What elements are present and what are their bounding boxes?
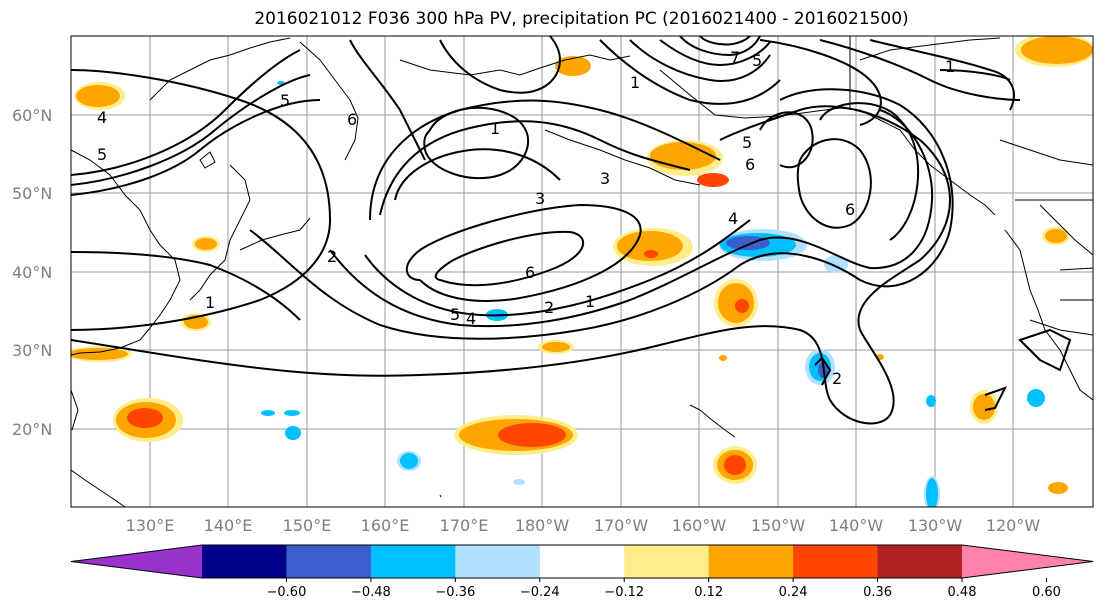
colorbar-tick-label: 0.60 bbox=[1032, 585, 1061, 600]
contour-label: 6 bbox=[525, 263, 535, 282]
contour-label: 2 bbox=[327, 247, 337, 266]
contour-label: 4 bbox=[466, 309, 476, 328]
longitude-labels: 130°E 140°E 150°E 160°E 170°E 180°W 170°… bbox=[126, 516, 1041, 535]
colorbar-segment bbox=[708, 545, 794, 578]
lon-label: 160°W bbox=[672, 516, 727, 535]
lon-label: 120°W bbox=[986, 516, 1041, 535]
contour-label: 4 bbox=[728, 209, 738, 228]
colorbar: −0.60 −0.48 −0.36 −0.24 −0.12 0.12 0.24 0.36 0.4… bbox=[70, 544, 1094, 600]
colorbar-segment bbox=[202, 545, 287, 578]
contour-label: 5 bbox=[752, 51, 762, 70]
contour-label: 4 bbox=[97, 108, 107, 127]
contour-label: 3 bbox=[535, 189, 545, 208]
contour-label: 6 bbox=[347, 110, 357, 129]
latitude-labels: 60°N 50°N 40°N 30°N 20°N bbox=[12, 106, 52, 439]
contour-label: 1 bbox=[205, 293, 215, 312]
colorbar-segment bbox=[370, 545, 456, 578]
colorbar-segment bbox=[793, 545, 879, 578]
contour-label: 2 bbox=[832, 369, 842, 388]
colorbar-tick-label: −0.36 bbox=[435, 585, 475, 600]
colorbar-tick-label: −0.60 bbox=[267, 585, 307, 600]
colorbar-segment bbox=[539, 545, 625, 578]
lon-label: 160°E bbox=[361, 516, 410, 535]
contour-label: 1 bbox=[630, 73, 640, 92]
lon-label: 170°E bbox=[440, 516, 489, 535]
lon-label: 170°W bbox=[594, 516, 649, 535]
lon-label: 130°E bbox=[126, 516, 175, 535]
contour-label: 7 bbox=[730, 48, 740, 67]
colorbar-tick-label: 0.24 bbox=[779, 585, 808, 600]
map-frame bbox=[70, 35, 1094, 508]
contour-labels: 5 4 5 1 3 3 6 5 4 2 1 2 4 6 6 7 5 1 1 6 … bbox=[97, 48, 955, 388]
contour-label: 1 bbox=[585, 292, 595, 311]
contour-label: 3 bbox=[600, 169, 610, 188]
contour-label: 5 bbox=[450, 305, 460, 324]
contour-label: 2 bbox=[544, 298, 554, 317]
colorbar-tick-label: 0.36 bbox=[863, 585, 892, 600]
colorbar-outline bbox=[70, 544, 1094, 579]
colorbar-tick-label: −0.12 bbox=[604, 585, 644, 600]
contour-label: 1 bbox=[490, 119, 500, 138]
colorbar-segment bbox=[455, 545, 541, 578]
lon-label: 140°E bbox=[204, 516, 253, 535]
lat-label: 20°N bbox=[12, 420, 52, 439]
contour-label: 1 bbox=[945, 57, 955, 76]
lat-label: 40°N bbox=[12, 263, 52, 282]
lon-label: 130°W bbox=[908, 516, 963, 535]
colorbar-segment bbox=[286, 545, 372, 578]
lat-label: 50°N bbox=[12, 184, 52, 203]
lon-label: 180°W bbox=[515, 516, 570, 535]
lon-label: 150°W bbox=[751, 516, 806, 535]
lat-label: 30°N bbox=[12, 341, 52, 360]
contour-label: 5 bbox=[742, 133, 752, 152]
pv-contours bbox=[71, 36, 1072, 425]
contour-label: 6 bbox=[845, 200, 855, 219]
colorbar-tick-label: −0.24 bbox=[520, 585, 560, 600]
coastlines bbox=[71, 36, 1093, 507]
colorbar-extend-low bbox=[71, 545, 202, 578]
precip-positive-shading bbox=[71, 36, 1093, 494]
colorbar-tick-label: 0.12 bbox=[694, 585, 723, 600]
lon-label: 140°W bbox=[829, 516, 884, 535]
contour-label: 5 bbox=[280, 91, 290, 110]
contour-label: 6 bbox=[745, 155, 755, 174]
lat-label: 60°N bbox=[12, 106, 52, 125]
colorbar-segment bbox=[624, 545, 710, 578]
contour-label: 5 bbox=[97, 145, 107, 164]
colorbar-tick-label: 0.48 bbox=[948, 585, 977, 600]
map-title: 2016021012 F036 300 hPa PV, precipitatio… bbox=[254, 9, 909, 29]
lon-label: 150°E bbox=[283, 516, 332, 535]
colorbar-tick-label: −0.48 bbox=[351, 585, 391, 600]
colorbar-extend-high bbox=[962, 545, 1093, 578]
colorbar-segment bbox=[877, 545, 963, 578]
